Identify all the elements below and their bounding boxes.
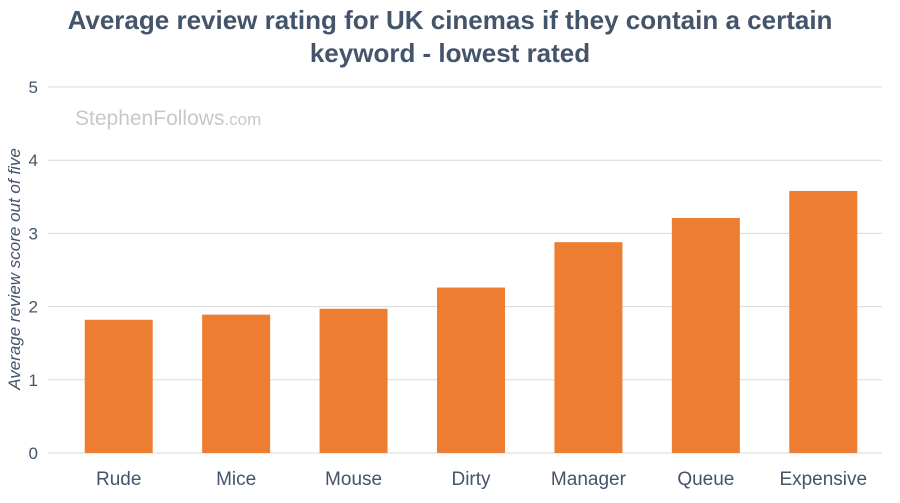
y-tick-label: 3 [29,224,38,243]
watermark-main: StephenFollows [75,107,224,130]
watermark: StephenFollows.com [75,107,261,130]
x-tick-label: Dirty [451,469,491,490]
x-tick-label: Expensive [779,469,867,490]
y-axis-label: Average review score out of five [5,148,24,391]
y-tick-label: 1 [29,371,38,390]
bar-expensive [789,190,858,453]
chart-title: Average review rating for UK cinemas if … [0,4,900,70]
chart-title-line-1: Average review rating for UK cinemas if … [67,5,833,35]
x-axis-ticks: Rude Mice Mouse Dirty Manager Queue Expensive [96,469,867,490]
bar-manager [554,242,623,453]
y-tick-label: 2 [29,298,38,317]
y-tick-label: 4 [29,151,38,170]
bar-mouse [319,308,388,453]
bars [84,190,858,453]
bar-queue [671,218,740,453]
watermark-suffix: .com [224,110,261,129]
x-tick-label: Queue [677,469,734,490]
bar-dirty [437,287,505,453]
x-tick-label: Rude [96,469,141,490]
x-tick-label: Manager [551,469,627,490]
y-tick-label: 0 [29,444,38,463]
bar-rude [84,319,153,453]
y-tick-label: 5 [29,78,38,97]
x-tick-label: Mice [216,469,256,490]
y-axis-ticks: 0 1 2 3 4 5 [29,78,38,463]
x-tick-label: Mouse [325,469,382,490]
chart-title-line-2: keyword - lowest rated [309,38,591,68]
bar-mice [202,314,271,453]
